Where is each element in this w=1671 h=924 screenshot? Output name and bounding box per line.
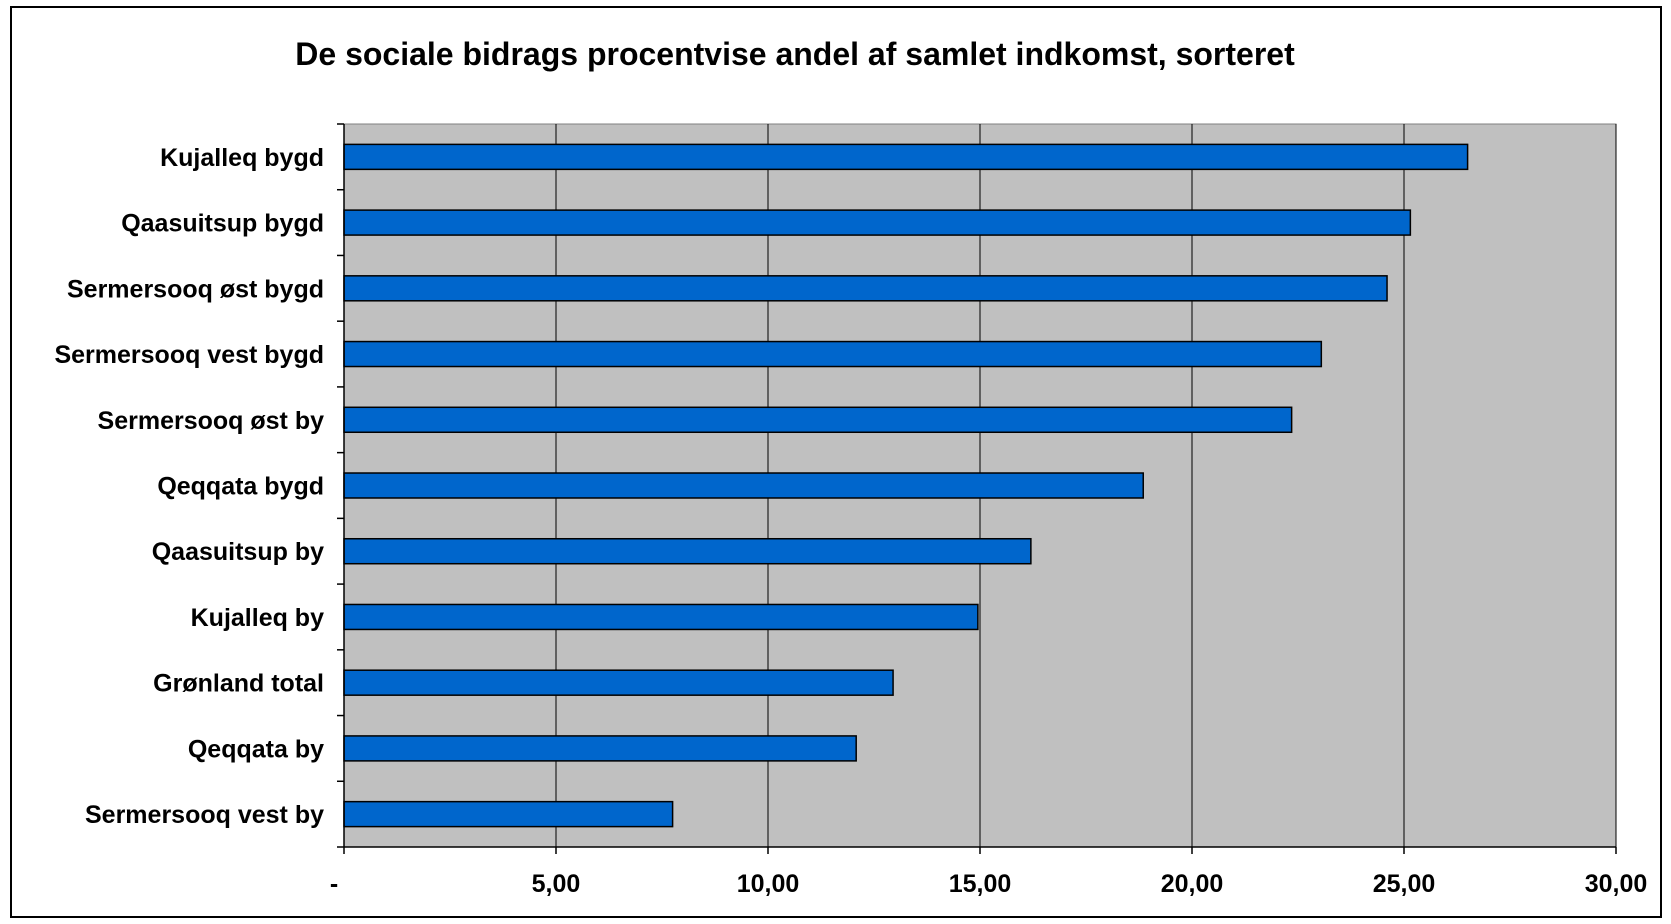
bar-1: [343, 209, 1412, 236]
category-label-7: Kujalleq by: [191, 604, 324, 632]
x-tick-label-1: 5,00: [532, 870, 581, 898]
bar-7: [343, 603, 979, 631]
bar-10: [343, 800, 674, 828]
x-tick-label-2: 10,00: [737, 870, 800, 898]
category-label-3: Sermersooq vest bygd: [54, 341, 324, 369]
category-label-4: Sermersooq øst by: [98, 407, 325, 435]
category-label-6: Qaasuitsup by: [152, 538, 324, 566]
chart-title: De sociale bidrags procentvise andel af …: [295, 36, 1295, 72]
category-label-0: Kujalleq bygd: [160, 144, 324, 172]
x-tick-label-4: 20,00: [1161, 870, 1224, 898]
bar-4: [343, 406, 1293, 434]
x-tick-label-6: 30,00: [1585, 870, 1648, 898]
bar-8: [343, 669, 894, 696]
x-tick-label-5: 25,00: [1373, 870, 1436, 898]
bar-6: [343, 537, 1032, 565]
bar-2: [343, 275, 1388, 302]
x-tick-labels: - 5,00 10,00 15,00 20,00 25,00 30,00: [330, 870, 1647, 898]
category-label-10: Sermersooq vest by: [85, 801, 324, 829]
x-tick-label-0: -: [330, 870, 338, 898]
axes: [337, 123, 1617, 854]
bar-0: [343, 143, 1469, 171]
bar-9: [343, 735, 857, 762]
category-label-2: Sermersooq øst bygd: [67, 275, 324, 303]
category-labels: Kujalleq bygd Qaasuitsup bygd Sermersooq ø…: [54, 144, 324, 829]
bars: [343, 143, 1469, 828]
category-label-1: Qaasuitsup bygd: [121, 210, 324, 238]
category-label-5: Qeqqata bygd: [157, 473, 324, 501]
category-label-8: Grønland total: [153, 670, 324, 698]
x-tick-label-3: 15,00: [949, 870, 1012, 898]
bar-3: [343, 340, 1323, 368]
bar-5: [343, 472, 1144, 499]
category-label-9: Qeqqata by: [188, 735, 324, 763]
